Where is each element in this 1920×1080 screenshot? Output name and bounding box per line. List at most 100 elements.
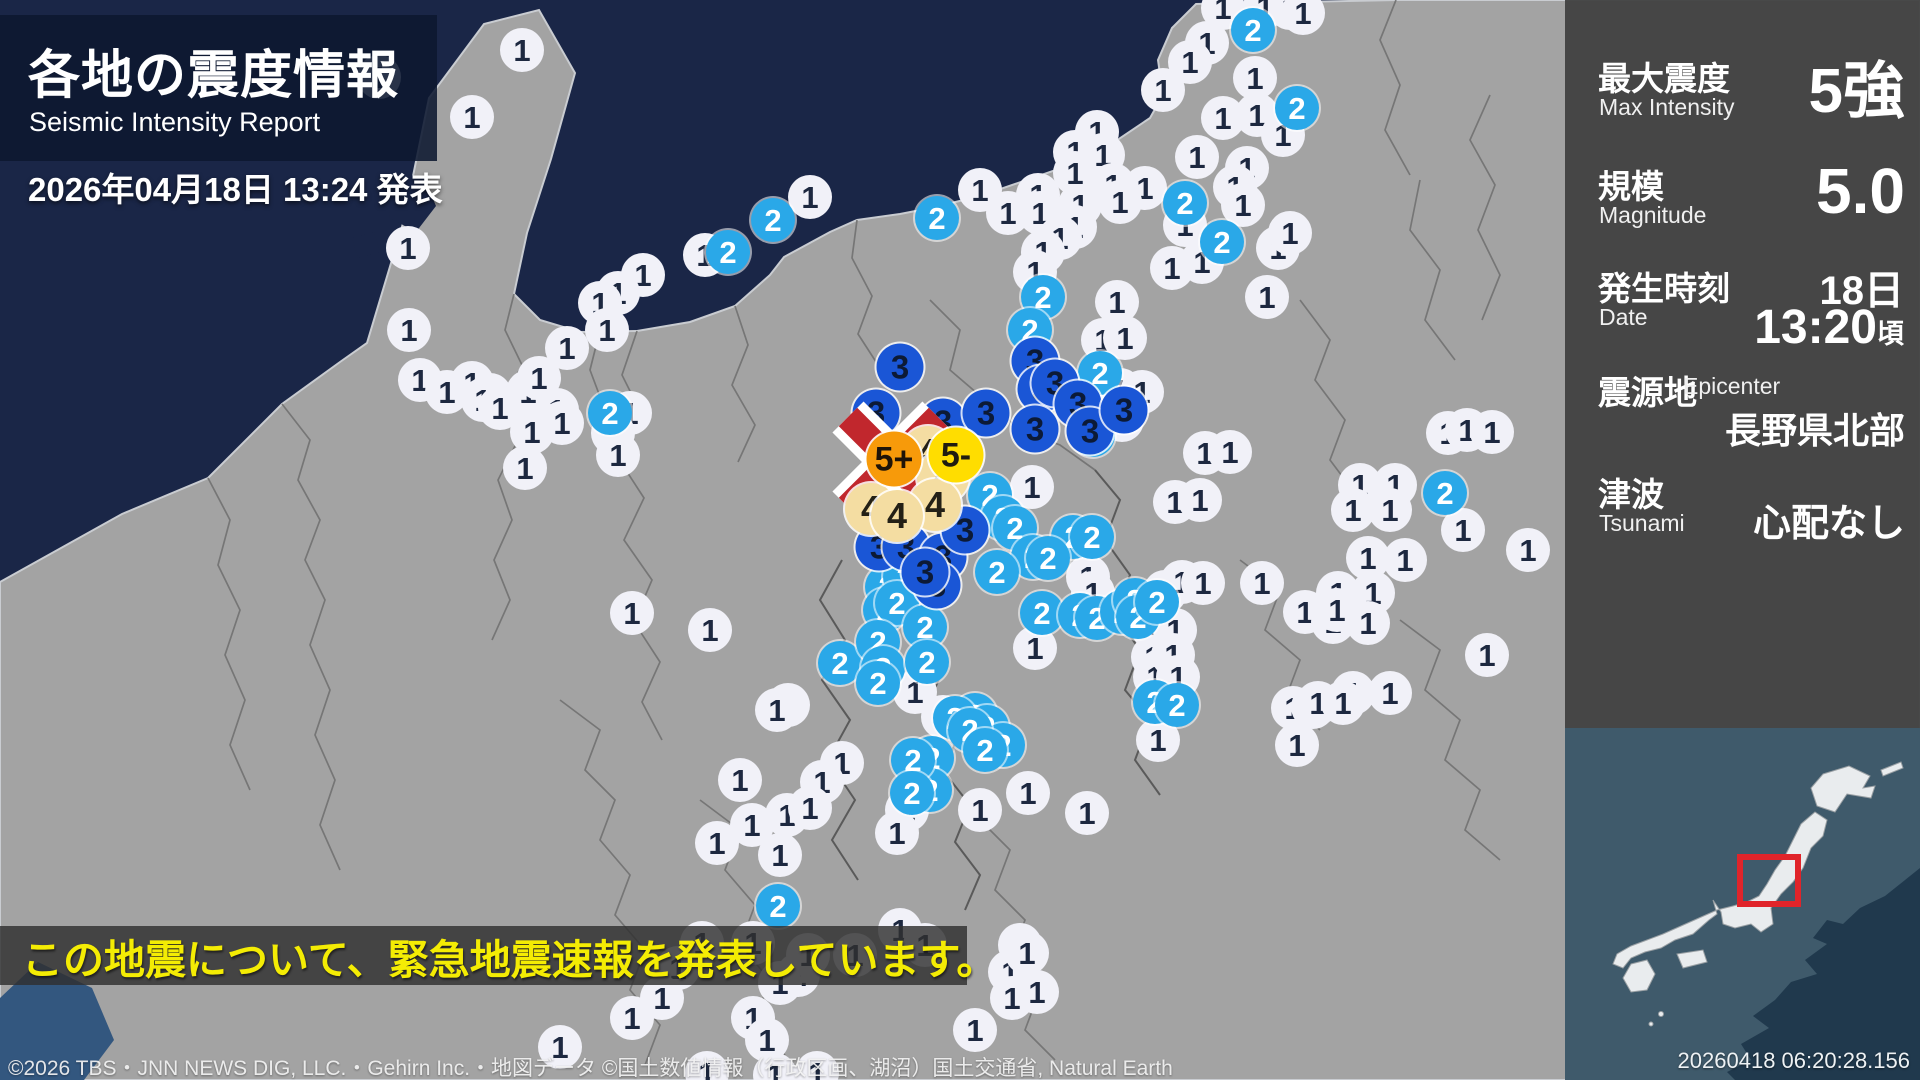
intensity-marker-1: 1 xyxy=(1441,508,1485,552)
intensity-marker-2: 2 xyxy=(1020,591,1064,635)
tsunami-label: 津波 xyxy=(1598,476,1664,513)
intensity-marker-1: 1 xyxy=(685,1051,729,1080)
tsunami-value: 心配なし xyxy=(1752,503,1905,545)
intensity-marker-2: 2 xyxy=(818,641,862,685)
intensity-marker-1: 1 xyxy=(1331,488,1375,532)
intensity-marker-1: 1 xyxy=(517,356,561,400)
title-box: 各地の震度情報 Seismic Intensity Report xyxy=(0,15,437,161)
intensity-marker-3: 3 xyxy=(1011,405,1059,453)
eew-banner-text: この地震について、緊急地震速報を発表しています。 xyxy=(22,936,998,983)
intensity-marker-1: 1 xyxy=(610,996,654,1040)
intensity-marker-1: 1 xyxy=(1005,931,1049,975)
intensity-marker-1: 1 xyxy=(1175,135,1219,179)
intensity-marker-1: 1 xyxy=(1233,56,1277,100)
intensity-marker-1: 1 xyxy=(688,608,732,652)
intensity-marker-2: 2 xyxy=(915,196,959,240)
intensity-marker-1: 1 xyxy=(1346,536,1390,580)
intensity-marker-1: 1 xyxy=(1178,478,1222,522)
intensity-marker-3: 3 xyxy=(1066,407,1114,455)
magnitude-sublabel: Magnitude xyxy=(1599,202,1707,228)
intensity-marker-2: 2 xyxy=(751,198,795,242)
intensity-marker-1: 1 xyxy=(1015,970,1059,1014)
nanao-bay-west xyxy=(352,232,380,258)
intensity-marker-2: 2 xyxy=(1200,220,1244,264)
intensity-marker-2: 2 xyxy=(856,661,900,705)
intensity-marker-1: 1 xyxy=(450,95,494,139)
intensity-marker-1: 1 xyxy=(875,811,919,855)
intensity-marker-1: 1 xyxy=(1465,633,1509,677)
intensity-marker-1: 1 xyxy=(953,1008,997,1052)
inset-deep-shadow xyxy=(1727,868,1920,1080)
origin-clock-value: 13:20頃 xyxy=(1754,300,1904,355)
intensity-marker-1: 1 xyxy=(1470,410,1514,454)
system-timestamp: 20260418 06:20:28.156 xyxy=(1677,1048,1910,1073)
published-datetime: 2026年04月18日 13:24 発表 xyxy=(28,171,443,208)
intensity-marker-2: 2 xyxy=(1135,580,1179,624)
intensity-marker-1: 1 xyxy=(1368,671,1412,715)
intensity-marker-1: 1 xyxy=(1368,488,1412,532)
intensity-marker-1: 1 xyxy=(1095,280,1139,324)
intensity-marker-1: 1 xyxy=(755,688,799,732)
intensity-marker-1: 1 xyxy=(425,370,469,414)
intensity-marker-1: 1 xyxy=(1281,0,1325,35)
intensity-marker-1: 1 xyxy=(1006,771,1050,815)
max-intensity-label: 最大震度 xyxy=(1598,60,1730,97)
intensity-marker-1: 1 xyxy=(386,226,430,270)
intensity-marker-1: 1 xyxy=(387,308,431,352)
intensity-marker-1: 1 xyxy=(758,833,802,877)
intensity-marker-2: 2 xyxy=(1155,683,1199,727)
intensity-marker-1: 1 xyxy=(585,308,629,352)
intensity-marker-2: 2 xyxy=(1275,86,1319,130)
intensity-marker-1: 1 xyxy=(596,433,640,477)
origin-clock-suffix: 頃 xyxy=(1877,319,1904,349)
intensity-marker-2: 2 xyxy=(1423,471,1467,515)
intensity-marker-1: 1 xyxy=(538,1025,582,1069)
intensity-marker-2: 2 xyxy=(756,884,800,928)
intensity-marker-1: 1 xyxy=(1321,681,1365,725)
page-subtitle: Seismic Intensity Report xyxy=(29,107,321,137)
intensity-marker-1: 1 xyxy=(795,1051,839,1080)
intensity-marker-1: 1 xyxy=(1268,211,1312,255)
intensity-marker-1: 1 xyxy=(1245,275,1289,319)
intensity-marker-1: 1 xyxy=(1221,183,1265,227)
intensity-marker-1: 1 xyxy=(1275,723,1319,767)
intensity-marker-1: 1 xyxy=(1181,561,1225,605)
magnitude-value: 5.0 xyxy=(1816,155,1905,227)
max-intensity-value: 5強 xyxy=(1808,57,1905,126)
intensity-marker-2: 2 xyxy=(890,771,934,815)
max-intensity-sublabel: Max Intensity xyxy=(1599,94,1735,120)
intensity-marker-1: 1 xyxy=(788,786,832,830)
intensity-marker-2: 2 xyxy=(975,550,1019,594)
intensity-marker-3: 3 xyxy=(962,389,1010,437)
intensity-marker-1: 1 xyxy=(1141,68,1185,112)
intensity-marker-2: 2 xyxy=(905,640,949,684)
intensity-marker-1: 1 xyxy=(503,446,547,490)
intensity-marker-1: 1 xyxy=(958,788,1002,832)
origin-date-value: 18日 xyxy=(1819,269,1905,313)
intensity-marker-1: 1 xyxy=(695,821,739,865)
intensity-marker-3: 3 xyxy=(1100,386,1148,434)
intensity-marker-2: 2 xyxy=(1026,536,1070,580)
intensity-marker-3: 3 xyxy=(876,343,924,391)
intensity-marker-1: 1 xyxy=(1346,601,1390,645)
intensity-marker-1: 1 xyxy=(610,591,654,635)
intensity-marker-1: 1 xyxy=(1506,528,1550,572)
intensity-marker-1: 1 xyxy=(1383,538,1427,582)
inset-focus-rect xyxy=(1737,854,1801,907)
origin-time-label: 発生時刻 xyxy=(1598,270,1730,307)
intensity-marker-1: 1 xyxy=(1098,180,1142,224)
origin-clock-main: 13:20 xyxy=(1754,301,1877,354)
intensity-marker-2: 2 xyxy=(588,391,632,435)
intensity-marker-5+: 5+ xyxy=(866,431,922,487)
epicenter-value: 長野県北部 xyxy=(1724,410,1905,451)
intensity-marker-2: 2 xyxy=(963,728,1007,772)
inset-japan xyxy=(1612,761,1904,1027)
intensity-marker-1: 1 xyxy=(1208,430,1252,474)
japan-locator-map xyxy=(1565,728,1920,1080)
intensity-marker-2: 2 xyxy=(1231,8,1275,52)
intensity-marker-2: 2 xyxy=(1163,181,1207,225)
intensity-marker-1: 1 xyxy=(1053,151,1097,195)
copyright-line: ©2026 TBS・JNN NEWS DIG, LLC.・Gehirn Inc.… xyxy=(8,1057,1173,1080)
page-title: 各地の震度情報 xyxy=(28,47,400,105)
